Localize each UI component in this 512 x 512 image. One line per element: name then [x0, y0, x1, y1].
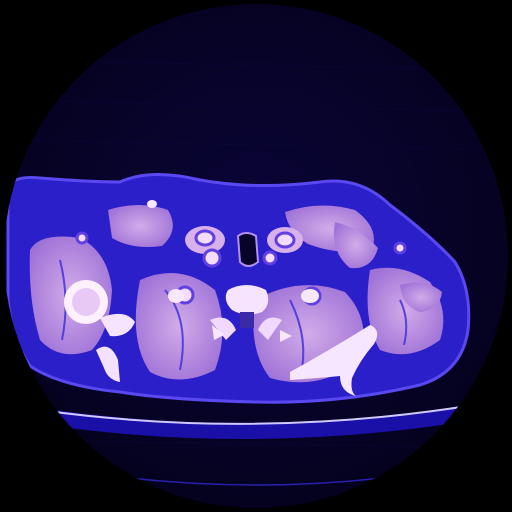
vertebra	[210, 285, 282, 340]
right-scapula	[290, 325, 378, 396]
table-edge-line	[39, 404, 475, 425]
left-humeral-head	[64, 280, 135, 337]
trachea	[236, 232, 260, 267]
scanner-table	[40, 404, 474, 440]
left-scapula	[96, 346, 120, 382]
small-bones	[147, 200, 319, 342]
